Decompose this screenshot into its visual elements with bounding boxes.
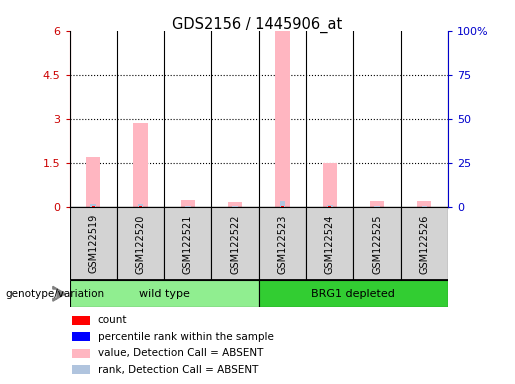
Bar (139, 206, 142, 207)
Bar (370, 201, 384, 207)
Bar (374, 206, 380, 207)
Bar (232, 206, 238, 207)
Text: GSM122523: GSM122523 (278, 214, 287, 273)
Text: GSM122522: GSM122522 (230, 214, 240, 273)
Bar (417, 201, 432, 207)
Bar (72, 365, 90, 374)
Bar (327, 205, 333, 207)
Bar (86, 157, 100, 207)
Bar (133, 123, 148, 207)
Bar (72, 349, 90, 358)
Bar (212, 207, 259, 280)
Text: wild type: wild type (139, 289, 190, 299)
Bar (138, 204, 143, 207)
Bar (259, 207, 306, 280)
Text: genotype/variation: genotype/variation (5, 289, 104, 299)
Text: GSM122519: GSM122519 (88, 214, 98, 273)
Bar (276, 31, 289, 207)
Bar (164, 207, 212, 280)
Text: value, Detection Call = ABSENT: value, Detection Call = ABSENT (98, 348, 263, 358)
Text: GSM122524: GSM122524 (325, 214, 335, 273)
Bar (401, 207, 448, 280)
Text: GSM122525: GSM122525 (372, 214, 382, 273)
Bar (422, 206, 427, 207)
Bar (281, 206, 284, 207)
Bar (72, 332, 90, 341)
FancyArrow shape (53, 286, 65, 301)
Bar (72, 316, 90, 325)
Bar (228, 202, 242, 207)
Text: BRG1 depleted: BRG1 depleted (312, 289, 396, 299)
Bar (306, 207, 353, 280)
Bar (353, 207, 401, 280)
Text: GSM122520: GSM122520 (135, 214, 146, 273)
Bar (117, 207, 164, 280)
Bar (329, 206, 331, 207)
Text: GDS2156 / 1445906_at: GDS2156 / 1445906_at (173, 17, 342, 33)
Bar (323, 163, 337, 207)
Bar (185, 206, 191, 207)
Text: rank, Detection Call = ABSENT: rank, Detection Call = ABSENT (98, 365, 258, 375)
Bar (259, 280, 448, 307)
Bar (70, 280, 259, 307)
Text: count: count (98, 315, 127, 325)
Text: GSM122521: GSM122521 (183, 214, 193, 273)
Text: percentile rank within the sample: percentile rank within the sample (98, 332, 274, 342)
Text: GSM122526: GSM122526 (419, 214, 430, 273)
Bar (90, 204, 96, 207)
Bar (181, 200, 195, 207)
Bar (92, 206, 95, 207)
Bar (280, 201, 285, 207)
Bar (70, 207, 117, 280)
